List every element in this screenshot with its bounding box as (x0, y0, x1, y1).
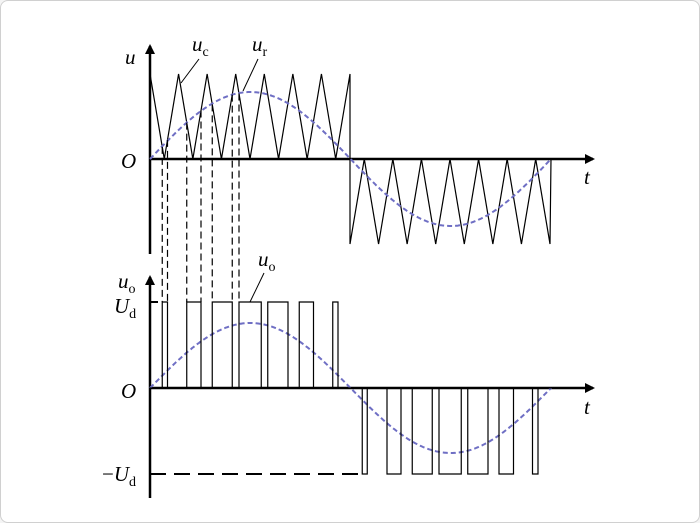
pwm-output-wave (150, 301, 551, 475)
reference-sine-bottom (149, 322, 552, 454)
bottom-origin-label: O (121, 379, 136, 403)
negative-level-label: −Ud (102, 462, 136, 490)
top-origin-label: O (121, 149, 136, 173)
reference-sine-top (149, 91, 552, 227)
carrier-leader-line (180, 58, 200, 84)
reference-label: ur (252, 32, 268, 60)
output-leader-line (249, 272, 265, 303)
reference-leader-line (242, 58, 259, 92)
output-label: uo (258, 247, 276, 275)
carrier-label: uc (192, 32, 209, 60)
top-x-axis-label: t (584, 165, 591, 189)
carrier-wave (149, 73, 552, 245)
positive-level-label: Ud (114, 294, 136, 322)
top-y-axis-label: u (125, 45, 136, 69)
bottom-x-axis-label: t (584, 395, 591, 419)
bottom-y-axis-label: uo (118, 269, 136, 297)
